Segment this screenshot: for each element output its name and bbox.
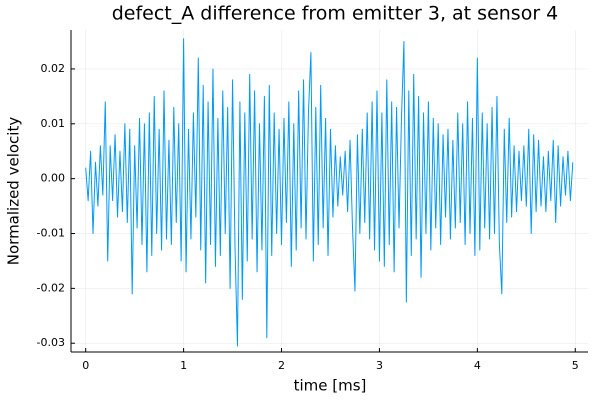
x-tick-label: 4 xyxy=(474,359,481,372)
x-tick-label: 5 xyxy=(572,359,579,372)
x-tick-label: 1 xyxy=(180,359,187,372)
y-tick-label: 0.01 xyxy=(41,117,66,130)
x-axis-label: time [ms] xyxy=(294,377,367,395)
y-tick-label: 0.02 xyxy=(41,62,66,75)
x-tick-label: 3 xyxy=(376,359,383,372)
y-tick-label: 0.00 xyxy=(41,172,66,185)
y-tick-label: -0.01 xyxy=(37,227,65,240)
x-tick-label: 2 xyxy=(278,359,285,372)
y-axis-label: Normalized velocity xyxy=(5,117,23,266)
y-tick-label: -0.02 xyxy=(37,281,65,294)
data-line xyxy=(85,38,574,347)
x-tick-label: 0 xyxy=(82,359,89,372)
chart-title: defect_A difference from emitter 3, at s… xyxy=(112,3,559,25)
y-tick-label: -0.03 xyxy=(37,336,65,349)
